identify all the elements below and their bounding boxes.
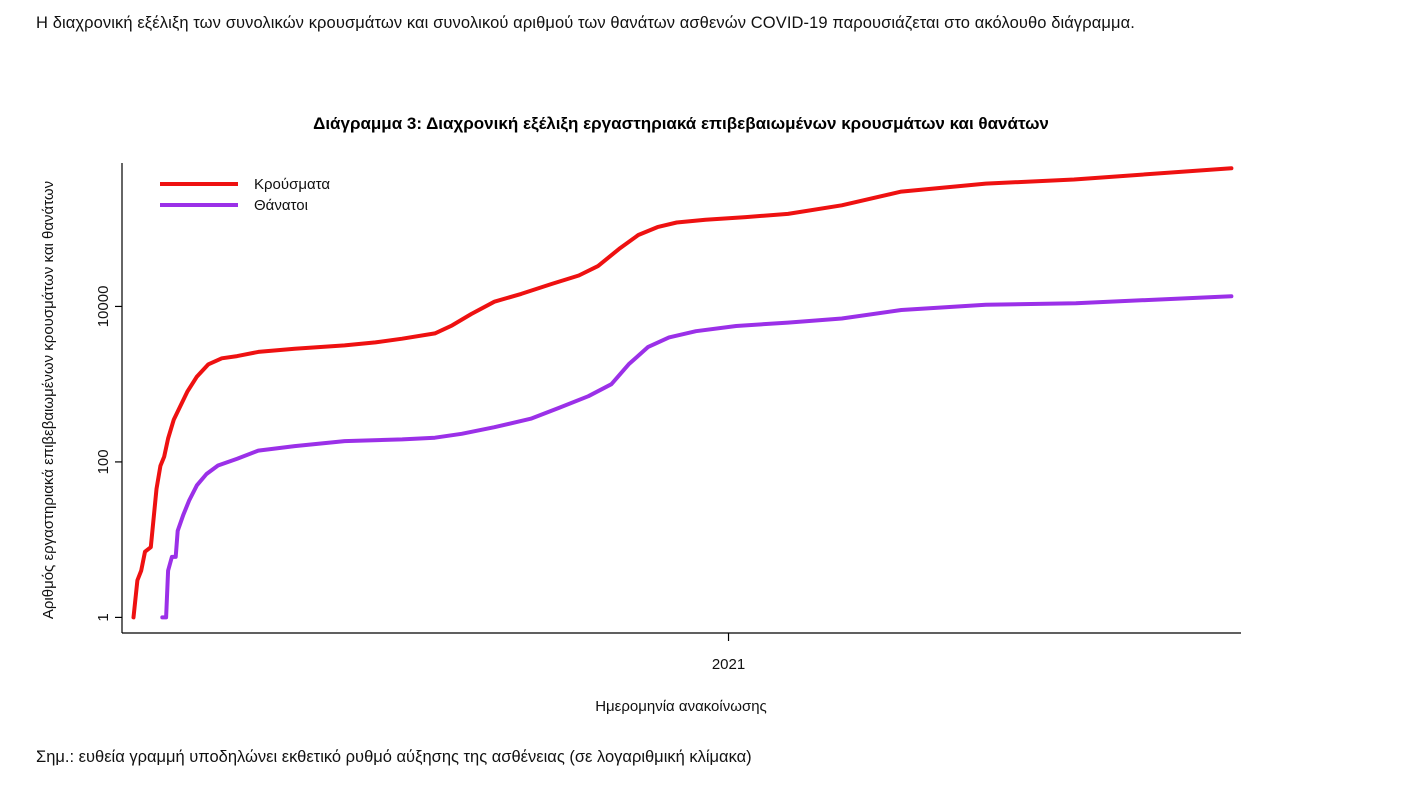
y-axis-label: Αριθμός εργαστηριακά επιβεβαιωμένων κρου… [40,181,57,619]
legend-label: Θάνατοι [254,197,308,214]
chart-legend: Κρούσματα Θάνατοι [160,176,330,214]
series-line-deaths [160,294,1234,620]
legend-item: Θάνατοι [160,197,308,214]
intro-paragraph: Η διαχρονική εξέλιξη των συνολικών κρουσ… [36,14,1135,32]
series-line-cases [131,166,1234,620]
y-tick-label: 100 [95,449,112,474]
plot-frame [121,163,1241,634]
y-axis-ticks: 1 100 10000 [95,286,122,622]
legend-item: Κρούσματα [160,176,330,193]
x-axis-ticks: 2021 [712,633,745,673]
footnote: Σημ.: ευθεία γραμμή υποδηλώνει εκθετικό … [36,748,752,766]
y-tick-label: 1 [95,613,112,621]
chart-title: Διάγραμμα 3: Διαχρονική εξέλιξη εργαστηρ… [313,114,1049,133]
legend-label: Κρούσματα [254,176,330,193]
x-tick-label: 2021 [712,656,745,673]
y-tick-label: 10000 [95,286,112,328]
x-axis-label: Ημερομηνία ανακοίνωσης [595,698,767,715]
series-lines [131,166,1234,620]
